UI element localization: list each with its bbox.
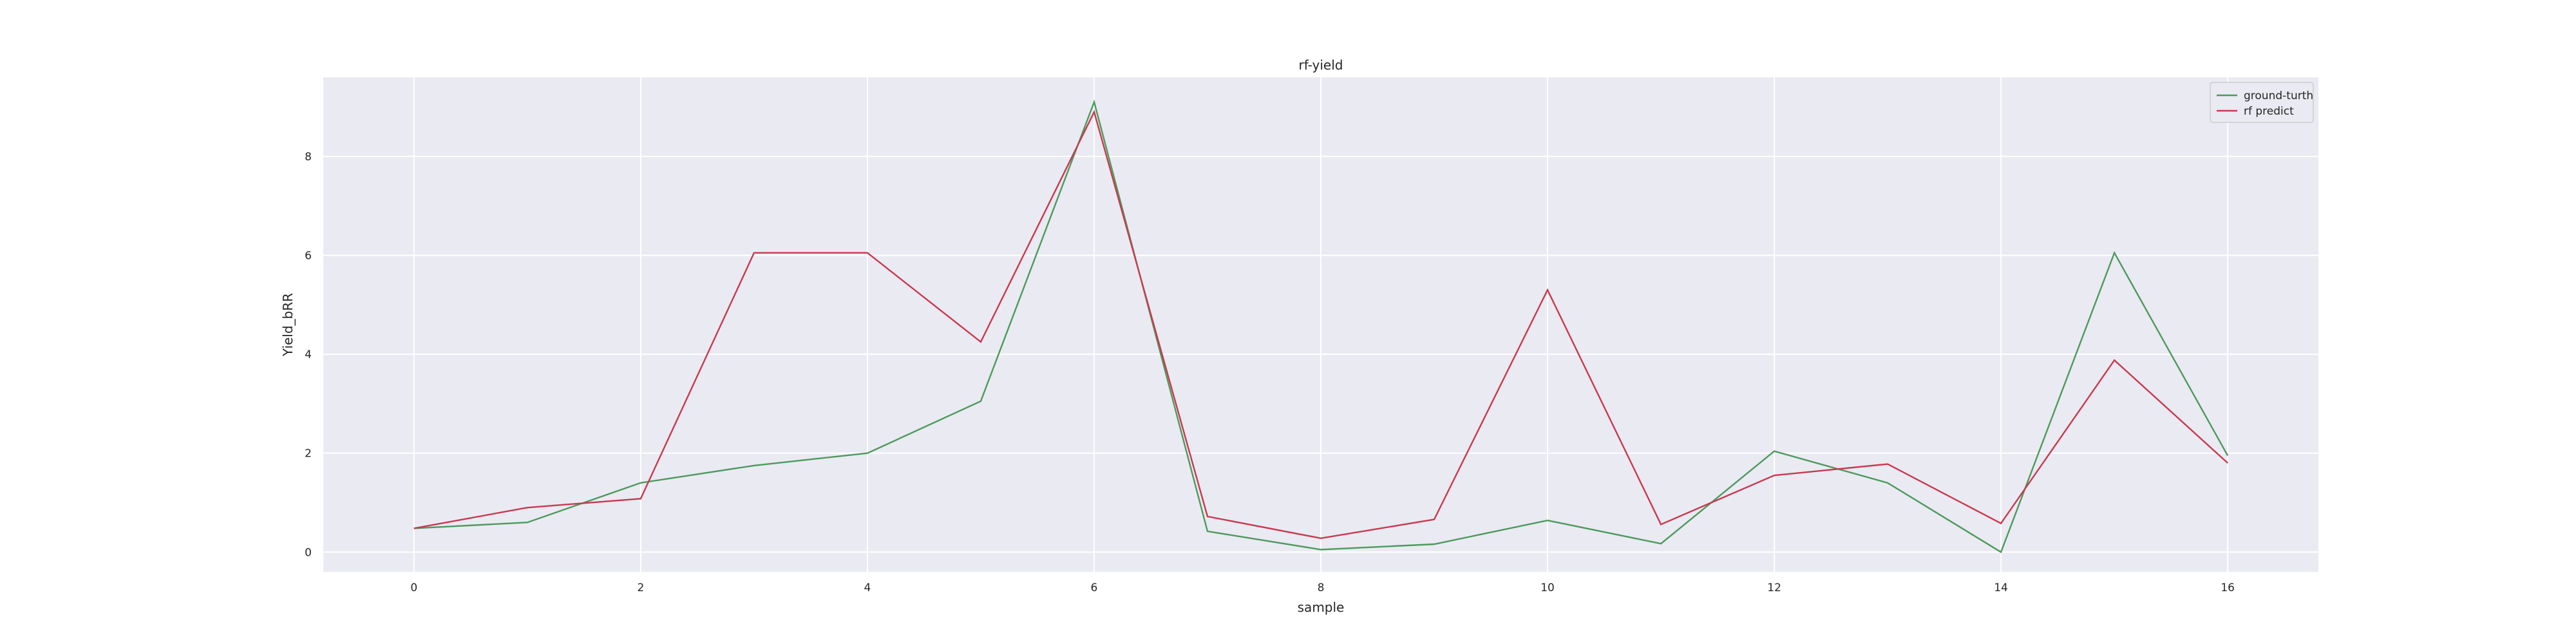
y-tick-label: 2 xyxy=(305,448,312,460)
x-axis-label: sample xyxy=(1298,600,1345,615)
y-tick-label: 6 xyxy=(305,249,312,262)
x-tick-label: 16 xyxy=(2221,582,2235,594)
y-axis-ticks: 0 2 4 6 8 xyxy=(305,151,312,559)
x-tick-label: 0 xyxy=(410,582,417,594)
legend-box xyxy=(2210,82,2314,123)
y-tick-label: 0 xyxy=(305,546,312,559)
x-tick-label: 2 xyxy=(637,582,644,594)
legend-entry-rf-predict: rf predict xyxy=(2244,105,2294,118)
series-line-rf-predict xyxy=(413,109,2229,540)
x-tick-label: 4 xyxy=(864,582,871,594)
x-tick-label: 14 xyxy=(1994,582,2008,594)
y-tick-label: 8 xyxy=(305,151,312,164)
x-tick-label: 6 xyxy=(1091,582,1098,594)
grid xyxy=(323,77,2318,572)
legend: ground-turth rf predict xyxy=(2210,82,2314,123)
legend-entry-ground-turth: ground-turth xyxy=(2244,90,2313,102)
chart-title: rf-yield xyxy=(1299,57,1343,73)
x-tick-label: 8 xyxy=(1318,582,1325,594)
series-line-ground-turth xyxy=(413,99,2229,554)
y-axis-label: Yield_bRR xyxy=(280,293,296,357)
x-tick-label: 10 xyxy=(1540,582,1555,594)
y-tick-label: 4 xyxy=(305,348,312,361)
x-tick-label: 12 xyxy=(1767,582,1781,594)
x-axis-ticks: 0 2 4 6 8 10 12 14 16 xyxy=(410,582,2235,594)
series-lines xyxy=(413,99,2229,554)
